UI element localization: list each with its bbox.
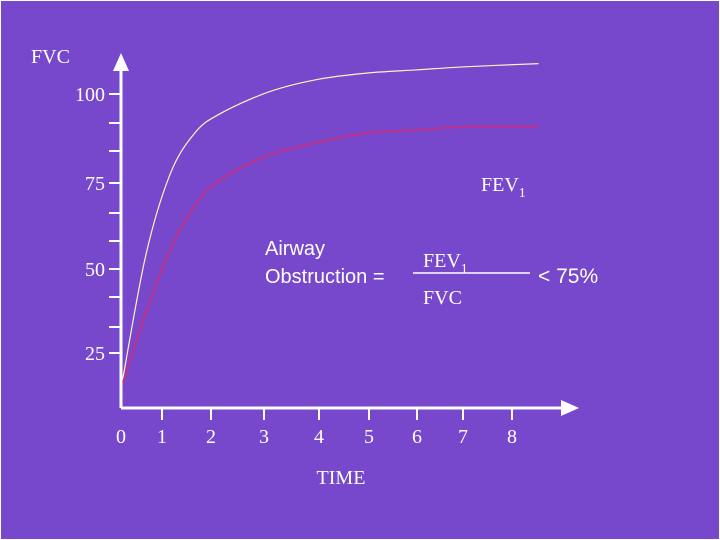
x-tick-label-5: 5 bbox=[364, 426, 374, 448]
x-axis-title: TIME bbox=[317, 467, 366, 489]
x-tick-label-6: 6 bbox=[412, 426, 422, 448]
y-tick-label-75: 75 bbox=[85, 173, 105, 195]
x-tick-label-4: 4 bbox=[314, 426, 324, 448]
x-tick-label-0: 0 bbox=[116, 426, 126, 448]
airway-label: Airway bbox=[265, 238, 325, 260]
fraction-numerator: FEV1 bbox=[423, 250, 468, 277]
x-tick-label-3: 3 bbox=[259, 426, 269, 448]
axes-layer bbox=[113, 53, 579, 416]
series-line-fev1 bbox=[119, 125, 539, 390]
y-tick-label-25: 25 bbox=[85, 343, 105, 365]
series-line-fvc bbox=[120, 63, 539, 390]
x-tick-label-8: 8 bbox=[507, 426, 517, 448]
ticks-layer: 25 50 75 100 0 1 2 3 4 5 6 7 8 bbox=[75, 84, 517, 448]
fraction-numerator-subscript: 1 bbox=[461, 262, 468, 277]
y-axis-title: FVC bbox=[31, 46, 70, 68]
y-tick-label-50: 50 bbox=[85, 259, 105, 281]
fev1-series-label: FEV1 bbox=[481, 174, 526, 201]
fev1-label-main: FEV bbox=[481, 174, 519, 196]
fraction-denominator: FVC bbox=[423, 287, 462, 309]
threshold-label: < 75% bbox=[538, 265, 598, 288]
x-axis-arrowhead bbox=[561, 400, 579, 416]
obstruction-label: Obstruction = bbox=[265, 266, 385, 288]
x-tick-label-1: 1 bbox=[157, 426, 167, 448]
curves-layer bbox=[119, 63, 539, 390]
fraction-numerator-main: FEV bbox=[423, 250, 461, 272]
y-tick-label-100: 100 bbox=[75, 84, 105, 106]
x-tick-label-2: 2 bbox=[206, 426, 216, 448]
x-tick-label-7: 7 bbox=[458, 426, 468, 448]
fev1-label-subscript: 1 bbox=[519, 186, 526, 201]
y-axis-arrowhead bbox=[113, 53, 129, 71]
